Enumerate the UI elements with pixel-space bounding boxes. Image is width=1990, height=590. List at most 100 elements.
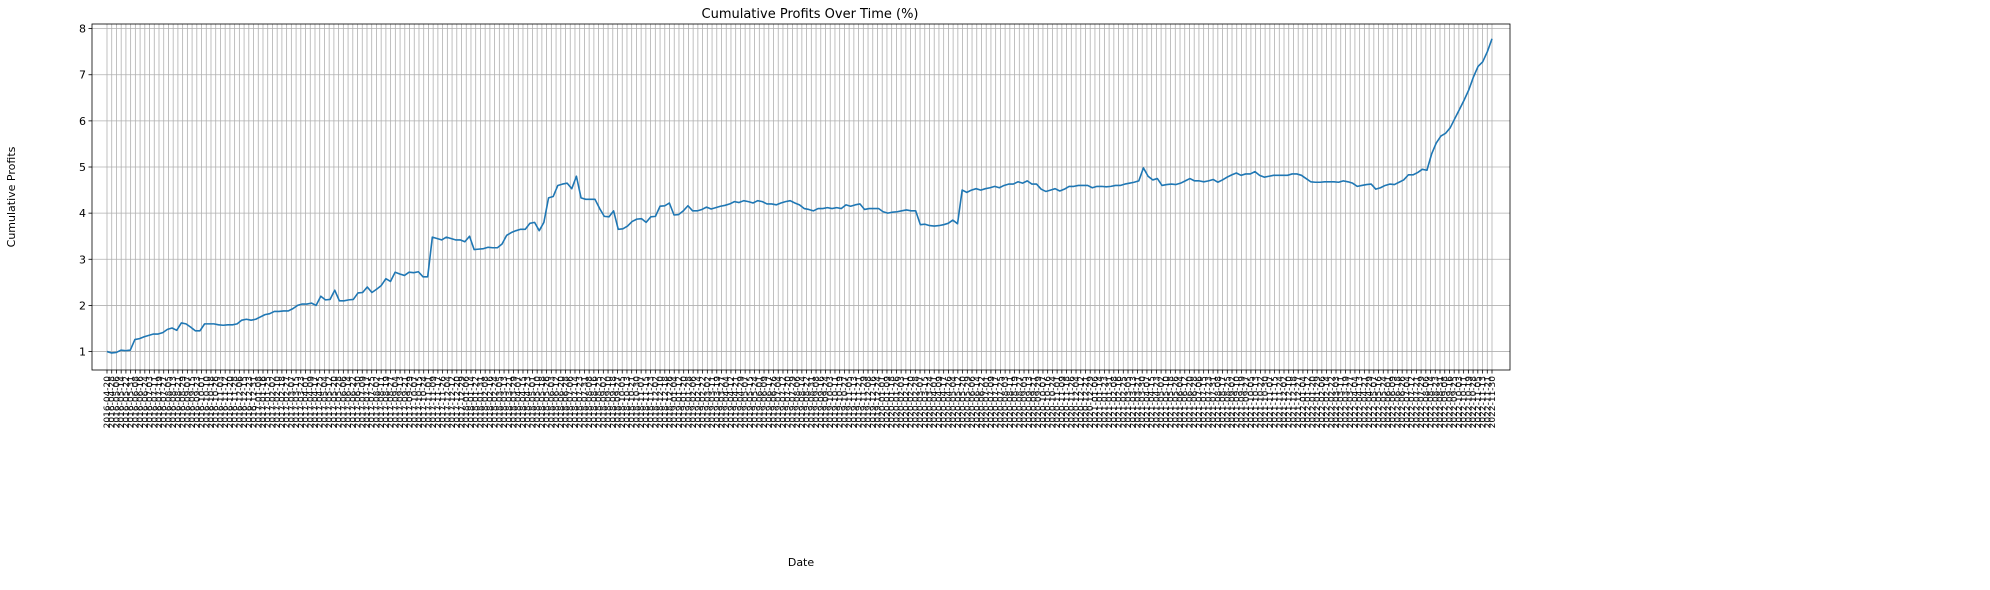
x-tick-label: 2018-11-15 [642, 376, 652, 428]
x-tick-label: 2022-10-19 [1464, 376, 1474, 429]
x-tick-label: 2021-01-06 [1091, 376, 1101, 429]
x-tick-label: 2019-06-09 [760, 376, 770, 429]
x-tick-label: 2018-10-30 [632, 376, 642, 429]
x-tick-label: 2022-01-04 [1299, 376, 1309, 429]
x-tick-label: 2021-07-15 [1200, 376, 1210, 428]
x-tick-label: 2021-01-31 [1105, 376, 1115, 428]
x-tick-label: 2016-12-15 [240, 376, 250, 428]
x-tick-label: 2021-09-02 [1228, 376, 1238, 428]
x-tick-label: 2017-05-28 [335, 376, 345, 429]
x-tick-label: 2022-08-14 [1427, 376, 1437, 429]
x-tick-label: 2017-04-09 [306, 376, 316, 429]
x-tick-label: 2018-08-25 [595, 376, 605, 428]
x-tick-label: 2017-03-23 [297, 376, 307, 428]
x-tick-label: 2022-09-08 [1441, 376, 1451, 429]
x-tick-label: 2017-12-20 [453, 376, 463, 429]
x-tick-label: 2020-11-09 [1058, 376, 1068, 429]
x-tick-label: 2017-04-25 [316, 376, 326, 428]
x-tick-label: 2021-04-07 [1143, 376, 1153, 428]
y-tick-label: 3 [79, 253, 86, 266]
x-tick-label: 2022-04-04 [1351, 376, 1361, 429]
x-tick-label: 2018-11-07 [637, 376, 647, 428]
x-tick-label: 2019-01-12 [675, 376, 685, 428]
x-tick-label: 2019-11-21 [855, 376, 865, 428]
x-tick-label: 2017-10-15 [415, 376, 425, 428]
x-tick-label: 2019-12-16 [869, 376, 879, 429]
x-tick-label: 2020-04-17 [940, 376, 950, 428]
x-tick-label: 2019-05-24 [751, 376, 761, 429]
x-tick-label: 2016-12-23 [245, 376, 255, 428]
x-tick-label: 2021-05-10 [1162, 376, 1172, 429]
x-tick-label: 2020-05-12 [954, 376, 964, 428]
x-tick-label: 2020-03-24 [925, 376, 935, 429]
x-tick-label: 2019-05-15 [746, 376, 756, 428]
y-tick-label: 2 [79, 299, 86, 312]
x-tick-label: 2020-02-03 [897, 376, 907, 428]
x-tick-label: 2016-05-14 [117, 376, 127, 429]
x-tick-label: 2019-12-08 [864, 376, 874, 429]
x-tick-label: 2022-09-16 [1445, 376, 1455, 429]
x-tick-label: 2021-09-27 [1242, 376, 1252, 428]
x-tick-label: 2022-11-13 [1479, 376, 1489, 428]
x-tick-label: 2022-03-27 [1346, 376, 1356, 428]
x-tick-label: 2021-11-07 [1266, 376, 1276, 428]
x-tick-label: 2019-11-05 [845, 376, 855, 428]
x-tick-label: 2018-07-14 [571, 376, 581, 429]
x-tick-label: 2021-02-25 [1119, 376, 1129, 428]
x-tick-label: 2021-01-14 [1096, 376, 1106, 429]
x-tick-label: 2021-10-22 [1256, 376, 1266, 428]
x-tick-label: 2018-12-18 [661, 376, 671, 429]
x-tick-label: 2020-03-15 [921, 376, 931, 428]
x-tick-label: 2016-04-20 [103, 376, 113, 429]
x-tick-label: 2020-08-11 [1006, 376, 1016, 428]
x-tick-label: 2022-10-03 [1455, 376, 1465, 428]
x-axis-label: Date [788, 556, 815, 569]
x-tick-label: 2022-01-29 [1313, 376, 1323, 429]
x-tick-label: 2020-06-06 [968, 376, 978, 429]
chart-title: Cumulative Profits Over Time (%) [702, 7, 919, 22]
x-tick-label: 2019-04-29 [736, 376, 746, 429]
x-tick-label: 2017-07-09 [358, 376, 368, 429]
x-tick-label: 2017-09-04 [391, 376, 401, 429]
x-tick-label: 2016-05-06 [112, 376, 122, 429]
x-tick-label: 2020-01-18 [888, 376, 898, 429]
x-tick-label: 2018-09-18 [609, 376, 619, 429]
x-tick-label: 2018-02-16 [486, 376, 496, 429]
x-tick-label: 2017-12-12 [448, 376, 458, 428]
x-tick-label: 2017-02-18 [278, 376, 288, 429]
x-tick-label: 2022-04-13 [1356, 376, 1366, 428]
x-tick-label: 2016-12-06 [235, 376, 245, 429]
x-tick-label: 2019-04-21 [732, 376, 742, 428]
x-tick-label: 2019-07-29 [788, 376, 798, 429]
x-tick-label: 2019-08-22 [803, 376, 813, 428]
x-tick-label: 2019-01-20 [680, 376, 690, 429]
x-tick-label: 2017-04-01 [302, 376, 312, 428]
x-tick-label: 2020-11-26 [1067, 376, 1077, 429]
x-tick-label: 2019-03-02 [703, 376, 713, 428]
x-tick-label: 2022-03-03 [1332, 376, 1342, 428]
x-tick-label: 2020-10-24 [1048, 376, 1058, 429]
x-tick-label: 2020-10-07 [1039, 376, 1049, 428]
x-tick-label: 2019-07-04 [774, 376, 784, 429]
x-tick-label: 2017-10-07 [410, 376, 420, 428]
x-tick-label: 2017-05-04 [320, 376, 330, 429]
x-tick-label: 2018-10-05 [618, 376, 628, 428]
x-tick-label: 2021-02-08 [1110, 376, 1120, 429]
x-tick-label: 2021-07-23 [1204, 376, 1214, 428]
x-tick-label: 2021-03-13 [1129, 376, 1139, 428]
x-tick-label: 2020-03-07 [916, 376, 926, 428]
x-tick-label: 2016-09-07 [183, 376, 193, 428]
x-tick-label: 2018-03-05 [495, 376, 505, 428]
x-tick-label: 2020-07-17 [992, 376, 1002, 428]
x-tick-label: 2019-03-27 [718, 376, 728, 428]
x-tick-label: 2020-07-09 [987, 376, 997, 429]
x-tick-label: 2017-09-29 [406, 376, 416, 429]
x-tick-label: 2020-05-04 [949, 376, 959, 429]
x-tick-label: 2018-12-26 [666, 376, 676, 429]
x-tick-label: 2022-08-31 [1436, 376, 1446, 428]
x-tick-label: 2016-10-10 [202, 376, 212, 429]
x-tick-label: 2017-12-29 [458, 376, 468, 429]
x-tick-label: 2021-06-28 [1190, 376, 1200, 429]
x-tick-label: 2021-03-05 [1124, 376, 1134, 428]
x-tick-label: 2016-12-31 [250, 376, 260, 428]
